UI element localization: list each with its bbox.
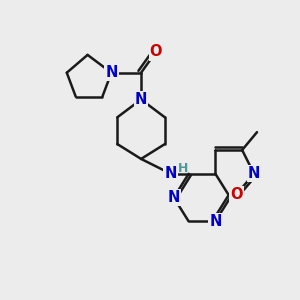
Text: N: N bbox=[135, 92, 147, 107]
Text: N: N bbox=[165, 166, 177, 181]
Text: O: O bbox=[230, 187, 242, 202]
Text: N: N bbox=[168, 190, 180, 205]
Text: N: N bbox=[209, 214, 222, 229]
Text: N: N bbox=[105, 65, 118, 80]
Text: N: N bbox=[248, 166, 260, 181]
Text: O: O bbox=[150, 44, 162, 59]
Text: H: H bbox=[178, 162, 188, 175]
